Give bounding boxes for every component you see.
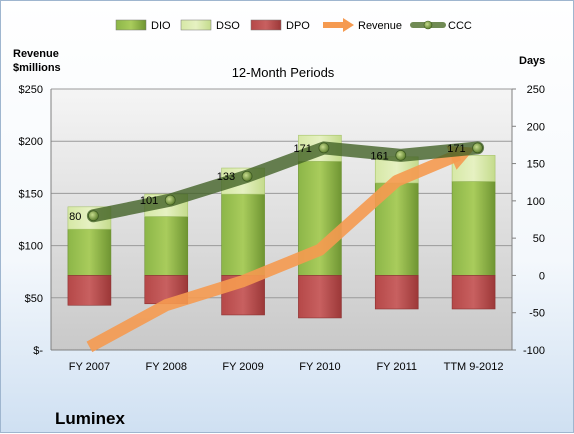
- ccc-point: [318, 142, 330, 154]
- right-tick-label: 50: [533, 233, 545, 245]
- bar-dio: [221, 193, 265, 276]
- left-tick-label: $150: [19, 188, 43, 200]
- left-tick-label: $250: [19, 84, 43, 96]
- bar-dpo: [67, 275, 112, 306]
- ccc-line: [86, 141, 485, 223]
- legend-label: DIO: [151, 20, 171, 32]
- x-tick-label: FY 2009: [222, 361, 263, 373]
- grid: [50, 88, 513, 351]
- legend-swatch-marker: [423, 20, 433, 30]
- right-tick-label: -50: [529, 308, 545, 320]
- right-tick-label: 250: [527, 84, 545, 96]
- x-tick-label: FY 2007: [69, 361, 110, 373]
- right-tick-label: 100: [527, 196, 545, 208]
- legend-swatch: [250, 19, 282, 31]
- ccc-data-label: 133: [217, 171, 235, 183]
- legend-swatch-head: [343, 18, 354, 32]
- left-tick-label: $-: [33, 345, 43, 357]
- left-axis-title: Revenue: [13, 48, 59, 60]
- right-axis-title: Days: [519, 55, 545, 67]
- right-tick-label: 0: [539, 270, 545, 282]
- x-tick-label: FY 2010: [299, 361, 340, 373]
- legend-swatch: [180, 19, 212, 31]
- bar-dpo: [451, 275, 496, 310]
- ccc-data-label: 171: [294, 143, 312, 155]
- legend-label: DPO: [286, 20, 310, 32]
- left-axis-ticks: $- $50 $100 $150 $200 $250: [19, 84, 44, 357]
- bar-dpo: [374, 275, 419, 310]
- legend: DIO DSO DPO Revenue CCC: [115, 18, 472, 32]
- ccc-data-label: 80: [69, 211, 81, 223]
- company-name: Luminex: [55, 409, 125, 428]
- bar-dio: [451, 181, 496, 276]
- ccc-data-label: 171: [447, 143, 465, 155]
- left-axis-title-line2: $millions: [13, 62, 61, 74]
- ccc-data-label: 161: [370, 150, 388, 162]
- left-tick-label: $100: [19, 241, 43, 253]
- legend-swatch: [115, 19, 147, 31]
- left-tick-label: $50: [25, 293, 43, 305]
- bar-dpo: [298, 275, 342, 319]
- ccc-point: [88, 210, 99, 222]
- ccc-series: 80 101 133 171 161 171: [69, 141, 485, 223]
- legend-label: Revenue: [358, 20, 402, 32]
- right-tick-label: 200: [527, 121, 545, 133]
- ccc-point: [395, 149, 407, 161]
- right-axis-ticks: -100 -50 0 50 100 150 200 250: [512, 84, 545, 357]
- ccc-point: [164, 194, 176, 206]
- revenue-line: [86, 149, 462, 353]
- plot-area: [51, 89, 512, 350]
- legend-label: DSO: [216, 20, 240, 32]
- left-tick-label: $200: [19, 136, 43, 148]
- ccc-point: [241, 170, 253, 182]
- ccc-data-label: 101: [140, 195, 158, 207]
- x-tick-label: TTM 9-2012: [444, 361, 504, 373]
- x-tick-label: FY 2011: [376, 361, 417, 373]
- right-tick-label: -100: [523, 345, 545, 357]
- ccc-point: [472, 142, 483, 154]
- bar-dio: [67, 228, 112, 276]
- bar-dio: [144, 216, 189, 276]
- legend-label: CCC: [448, 20, 472, 32]
- x-tick-label: FY 2008: [146, 361, 187, 373]
- x-axis-labels: FY 2007 FY 2008 FY 2009 FY 2010 FY 2011 TTM 9…: [69, 361, 504, 373]
- chart-title: 12-Month Periods: [232, 65, 335, 80]
- right-tick-label: 150: [527, 159, 545, 171]
